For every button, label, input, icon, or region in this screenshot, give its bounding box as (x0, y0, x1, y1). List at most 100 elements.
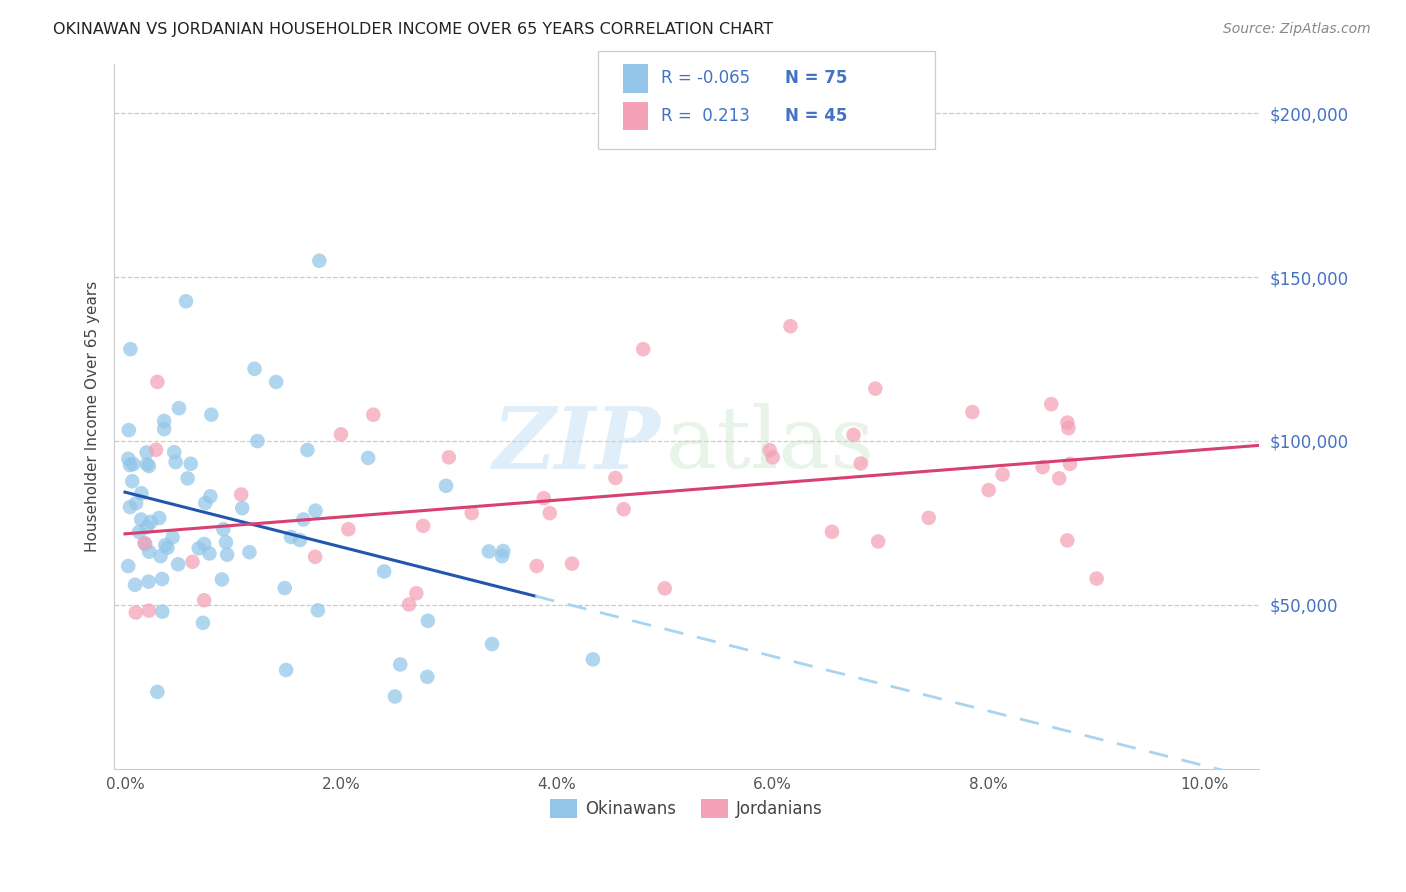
Point (842, 428, 865, 442)
Point (193, 593, 215, 607)
Point (478, 544, 501, 558)
Point (134, 536, 156, 550)
Point (1057, 421, 1080, 435)
Point (481, 637, 503, 651)
Point (134, 537, 156, 551)
Point (146, 685, 169, 699)
Point (145, 442, 167, 457)
Point (491, 549, 513, 563)
Legend: Okinawans, Jordanians: Okinawans, Jordanians (543, 792, 830, 825)
Text: N = 45: N = 45 (785, 107, 846, 125)
Point (273, 581, 295, 595)
Point (129, 512, 152, 526)
Text: OKINAWAN VS JORDANIAN HOUSEHOLDER INCOME OVER 65 YEARS CORRELATION CHART: OKINAWAN VS JORDANIAN HOUSEHOLDER INCOME… (53, 22, 773, 37)
Point (212, 522, 235, 536)
Point (561, 557, 583, 571)
Point (434, 479, 457, 493)
Point (991, 467, 1014, 482)
Point (191, 615, 214, 630)
Point (1040, 397, 1063, 411)
Point (654, 582, 676, 596)
Point (187, 541, 209, 556)
Point (308, 253, 330, 268)
Point (243, 361, 266, 376)
Point (135, 457, 157, 471)
Point (292, 512, 315, 526)
Point (274, 663, 297, 677)
Point (231, 501, 253, 516)
Point (307, 603, 329, 617)
Point (181, 555, 204, 569)
Point (121, 475, 143, 489)
Point (148, 511, 170, 525)
Point (217, 548, 239, 562)
Point (149, 549, 172, 563)
Point (373, 565, 395, 579)
Point (200, 408, 222, 422)
Y-axis label: Householder Income Over 65 years: Householder Income Over 65 years (86, 281, 100, 552)
Point (215, 535, 238, 549)
Point (180, 457, 202, 471)
Point (337, 522, 360, 536)
Point (297, 442, 319, 457)
Point (865, 382, 887, 396)
Point (1056, 533, 1078, 548)
Point (849, 457, 872, 471)
Point (962, 405, 984, 419)
Text: atlas: atlas (666, 403, 875, 486)
Point (1032, 460, 1054, 475)
Point (821, 524, 844, 539)
Point (1056, 416, 1078, 430)
Point (304, 503, 326, 517)
Point (156, 541, 179, 555)
Point (538, 506, 561, 520)
Point (153, 422, 176, 436)
Point (138, 458, 160, 473)
Point (357, 450, 380, 465)
Point (246, 434, 269, 448)
Point (231, 487, 253, 501)
Point (288, 533, 311, 547)
Text: R =  0.213: R = 0.213 (661, 107, 749, 125)
Point (162, 530, 184, 544)
Point (165, 455, 187, 469)
Point (918, 511, 941, 525)
Point (437, 450, 460, 465)
Point (131, 486, 153, 500)
Text: ZIP: ZIP (494, 403, 661, 486)
Point (167, 401, 190, 416)
Point (155, 538, 177, 552)
Point (389, 657, 412, 672)
Point (146, 375, 169, 389)
Point (384, 690, 406, 704)
Point (533, 491, 555, 506)
Point (398, 598, 420, 612)
Point (492, 544, 515, 558)
Point (124, 578, 146, 592)
Point (200, 489, 222, 503)
Point (412, 518, 434, 533)
Text: R = -0.065: R = -0.065 (661, 70, 749, 87)
Point (150, 572, 173, 586)
Point (363, 408, 385, 422)
Point (198, 546, 221, 560)
Point (176, 471, 198, 485)
Point (416, 614, 439, 628)
Point (139, 515, 162, 529)
Point (135, 445, 157, 459)
Point (174, 294, 197, 309)
Point (1059, 457, 1081, 471)
Point (758, 443, 780, 458)
Point (117, 559, 139, 574)
Text: Source: ZipAtlas.com: Source: ZipAtlas.com (1223, 22, 1371, 37)
Point (138, 604, 160, 618)
Point (138, 544, 160, 558)
Point (329, 427, 352, 442)
Point (125, 606, 148, 620)
Point (264, 375, 287, 389)
Point (779, 319, 801, 334)
Point (526, 559, 548, 574)
Point (150, 605, 173, 619)
Point (304, 549, 326, 564)
Text: N = 75: N = 75 (785, 70, 846, 87)
